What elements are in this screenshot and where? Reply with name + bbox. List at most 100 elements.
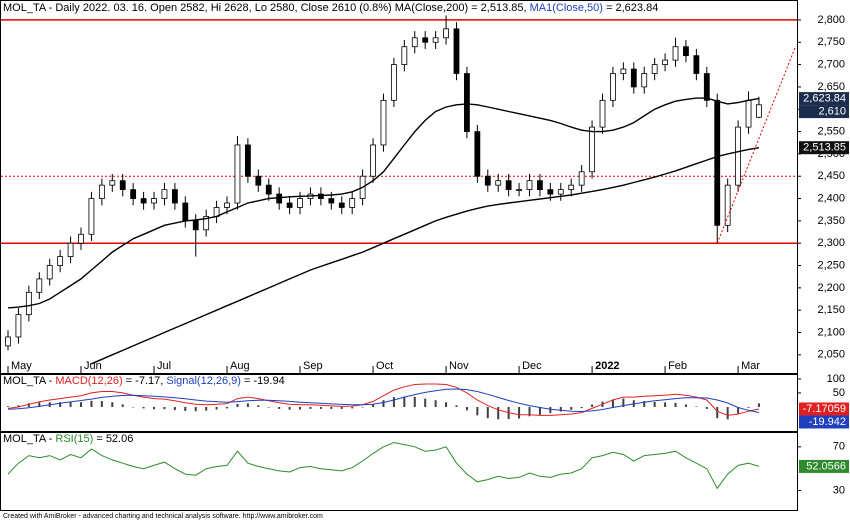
y-tick-label: 2,800 xyxy=(817,14,845,26)
candle-body xyxy=(234,144,241,204)
x-tick-label: Mar xyxy=(741,360,760,372)
title-part: MOL_TA - Daily 2022. 03. 16. Open 2582, … xyxy=(3,2,395,14)
x-tick-label: 2022 xyxy=(595,360,619,372)
x-tick-label: Oct xyxy=(376,360,393,372)
candle-body xyxy=(370,144,376,177)
candle-body xyxy=(276,193,283,204)
value-box-label: 52.0566 xyxy=(806,460,846,472)
title-part: MACD(12,26) xyxy=(55,375,122,387)
candle-body xyxy=(756,104,762,118)
title-part: = 52.06 xyxy=(93,433,133,445)
histogram-bar xyxy=(100,401,103,407)
candle-body xyxy=(57,256,64,266)
histogram-bar xyxy=(38,402,41,407)
title-part: Signal(12,26,9) xyxy=(166,375,241,387)
candle-body xyxy=(745,99,752,128)
candle-body xyxy=(484,175,491,186)
candle-body xyxy=(203,216,210,231)
histogram-bar xyxy=(580,406,583,409)
x-tick-label: Sep xyxy=(303,360,323,372)
y-tick-label: 2,050 xyxy=(817,349,845,361)
candle-body xyxy=(703,73,710,101)
candle-body xyxy=(568,184,575,191)
y-tick-label: 2,550 xyxy=(817,125,845,137)
x-tick-label: Jul xyxy=(157,360,171,372)
candle-body xyxy=(391,64,397,101)
value-box xyxy=(799,141,849,155)
histogram-bar xyxy=(205,406,208,411)
rsi-panel xyxy=(0,432,798,511)
candle-body xyxy=(599,99,606,128)
candle-body xyxy=(443,28,449,39)
x-tick-label: Dec xyxy=(522,360,542,372)
candle-body xyxy=(693,55,700,74)
y-tick-label: 2,250 xyxy=(817,259,845,271)
histogram-bar xyxy=(90,400,93,407)
histogram-bar xyxy=(747,406,750,408)
candle-body xyxy=(182,202,189,222)
y-tick-label: 2,650 xyxy=(817,81,845,93)
histogram-bar xyxy=(111,402,114,407)
candle-body xyxy=(683,46,689,57)
candle-body xyxy=(630,68,637,88)
candle-body xyxy=(735,126,741,186)
histogram-bar xyxy=(226,406,229,409)
candle-body xyxy=(672,46,679,61)
candle-body xyxy=(651,64,658,74)
title-part: MOL_TA - xyxy=(3,433,55,445)
candle-body xyxy=(724,184,731,226)
candle-body xyxy=(297,198,303,208)
candle-body xyxy=(495,180,502,186)
value-box-label: -7.17059 xyxy=(803,403,846,415)
histogram-bar xyxy=(434,400,437,407)
candle-body xyxy=(422,37,429,43)
histogram-bar xyxy=(392,397,395,407)
histogram-bar xyxy=(413,396,416,407)
histogram-bar xyxy=(559,406,562,412)
histogram-bar xyxy=(684,404,687,407)
histogram-bar xyxy=(695,406,698,407)
candle-body xyxy=(464,73,470,132)
x-tick-label: Feb xyxy=(668,360,687,372)
histogram-bar xyxy=(653,401,656,407)
candle-body xyxy=(161,189,168,199)
candle-body xyxy=(25,291,32,316)
histogram-bar xyxy=(518,406,521,419)
value-box xyxy=(799,415,849,429)
candle-body xyxy=(380,99,387,146)
candle-body xyxy=(15,314,22,338)
candle-body xyxy=(537,180,543,191)
candle-body xyxy=(474,131,481,177)
panel-title: MOL_TA - RSI(15) = 52.06 xyxy=(3,433,133,445)
histogram-bar xyxy=(570,406,573,410)
y-tick-label: 2,100 xyxy=(817,326,845,338)
candle-body xyxy=(453,28,460,74)
histogram-bar xyxy=(278,406,281,409)
histogram-bar xyxy=(184,406,187,411)
histogram-bar xyxy=(611,399,614,407)
candle-body xyxy=(317,193,324,199)
histogram-bar xyxy=(80,402,83,407)
histogram-bar xyxy=(59,402,62,407)
candle-body xyxy=(255,175,262,186)
y-tick-label: 2,200 xyxy=(817,282,845,294)
y-tick-label: 30 xyxy=(833,484,845,496)
series-line xyxy=(7,97,760,309)
histogram-bar xyxy=(372,404,375,407)
title-part: = 2,513.85, xyxy=(468,2,529,14)
histogram-bar xyxy=(27,403,30,407)
candle-body xyxy=(46,265,53,280)
histogram-bar xyxy=(163,406,166,410)
candle-body xyxy=(151,198,157,204)
candle-body xyxy=(411,37,418,48)
x-tick-label: Aug xyxy=(230,360,250,372)
histogram-bar xyxy=(497,406,500,420)
histogram-bar xyxy=(716,406,719,419)
y-tick-label: 100 xyxy=(827,373,845,385)
candle-body xyxy=(78,233,84,244)
footer: Created with AmiBroker - advanced charti… xyxy=(3,513,323,520)
value-box xyxy=(799,402,849,416)
title-part: MOL_TA - xyxy=(3,375,55,387)
histogram-bar xyxy=(309,406,312,409)
candle-body xyxy=(349,198,356,208)
